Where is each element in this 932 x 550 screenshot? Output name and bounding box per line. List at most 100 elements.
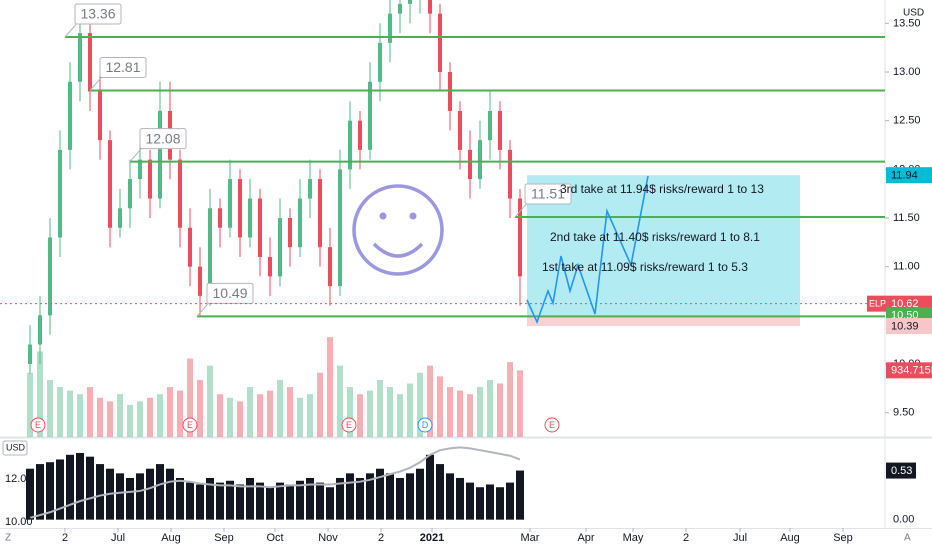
indicator-bar — [486, 484, 494, 520]
callout-label: 12.81 — [105, 59, 140, 75]
volume-bar — [237, 401, 243, 437]
candle-body — [48, 237, 52, 316]
stop-tag-box — [886, 318, 932, 335]
indicator-bar — [116, 473, 124, 520]
x-tick-label: May — [623, 532, 644, 544]
smiley-mouth — [372, 242, 424, 258]
callout-box — [524, 183, 572, 205]
candle-body — [188, 227, 192, 267]
indicator-bar — [506, 482, 514, 520]
candle-body — [268, 256, 272, 277]
indicator-bar — [316, 482, 324, 520]
event-label: E — [187, 420, 193, 430]
indicator-bar — [146, 468, 154, 520]
volume-bar — [157, 394, 163, 437]
volume-bar — [507, 362, 513, 437]
x-tick-label: Jul — [733, 532, 747, 544]
candle-body — [428, 0, 432, 14]
volume-bar — [207, 365, 213, 437]
candle-body — [108, 140, 112, 228]
currency-label: USD — [903, 8, 924, 19]
event-marker — [341, 417, 357, 433]
x-tick-label: Nov — [318, 532, 338, 544]
candle-body — [388, 13, 392, 43]
volume-bar — [77, 394, 83, 437]
x-tick-label: 2 — [378, 532, 384, 544]
indicator-bar — [126, 477, 134, 520]
indicator-last-box — [886, 462, 916, 479]
indicator-bar — [356, 477, 364, 520]
volume-bar — [457, 390, 463, 437]
volume-bar — [47, 379, 53, 437]
indicator-bar — [306, 477, 314, 520]
y-tick-label: 9.50 — [893, 407, 914, 419]
indicator-bar — [56, 459, 64, 520]
annotation: 1st take at 11.09$ risks/reward 1 to 5.3 — [542, 260, 748, 274]
candle-body — [218, 208, 222, 228]
candle-body — [508, 149, 512, 199]
volume-tag: 934.715K — [891, 365, 932, 377]
candle-body — [468, 149, 472, 180]
indicator-bar — [496, 487, 504, 520]
candle-body — [288, 218, 292, 248]
indicator-bar — [366, 473, 374, 520]
volume-bar — [297, 397, 303, 437]
volume-bar — [407, 383, 413, 437]
y-tick-label: 13.50 — [893, 17, 921, 29]
volume-bar — [217, 394, 223, 437]
volume-bar — [467, 394, 473, 437]
candle-body — [228, 179, 232, 228]
indicator-bar — [436, 464, 444, 520]
volume-bar — [357, 394, 363, 437]
x-tick-label: Apr — [577, 532, 594, 544]
x-tick-label: Aug — [161, 532, 181, 544]
candle-body — [338, 169, 342, 287]
volume-bar — [267, 390, 273, 437]
volume-bar — [67, 390, 73, 437]
volume-bar — [137, 401, 143, 437]
volume-bar — [177, 390, 183, 437]
volume-bar — [417, 372, 423, 437]
volume-bar — [187, 358, 193, 437]
candle-body — [258, 198, 262, 257]
volume-bar — [397, 394, 403, 437]
indicator-last: 0.53 — [891, 465, 912, 477]
candle-body — [238, 179, 242, 238]
indicator-bar — [286, 484, 294, 520]
y-tick-label: 11.50 — [893, 212, 920, 224]
indicator-bar — [376, 468, 384, 520]
indicator-currency-box — [2, 440, 28, 456]
callout-box — [139, 128, 187, 150]
y-tick-label: 12.50 — [893, 115, 921, 127]
volume-bar — [127, 404, 133, 437]
event-label: E — [549, 420, 555, 430]
volume-bar — [87, 387, 93, 437]
event-marker — [182, 417, 198, 433]
indicator-bar — [96, 464, 104, 520]
volume-bar — [287, 387, 293, 437]
corner-label: A — [904, 533, 911, 544]
volume-bar — [347, 387, 353, 437]
callout-label: 12.08 — [145, 130, 180, 146]
smiley-eye — [409, 212, 417, 220]
volume-bar — [227, 397, 233, 437]
target-zone — [527, 175, 800, 316]
last-price-tag: 10.62 — [891, 298, 919, 310]
indicator-bar — [66, 454, 74, 520]
indicator-left-label: 10.00 — [5, 516, 33, 528]
candle-body — [398, 3, 402, 14]
candle-body — [78, 33, 82, 82]
volume-bar — [107, 401, 113, 437]
x-tick-label: Mar — [521, 532, 540, 544]
callout-label: 13.36 — [80, 6, 115, 22]
volume-bar — [117, 394, 123, 437]
indicator-bar — [446, 473, 454, 520]
indicator-currency: USD — [6, 442, 26, 452]
volume-bar — [427, 365, 433, 437]
volume-bar — [487, 379, 493, 437]
target-tag: 11.94 — [891, 170, 918, 182]
candle-body — [368, 81, 372, 150]
volume-bar — [147, 397, 153, 437]
candle-body — [58, 149, 62, 238]
candle-body — [88, 33, 92, 92]
